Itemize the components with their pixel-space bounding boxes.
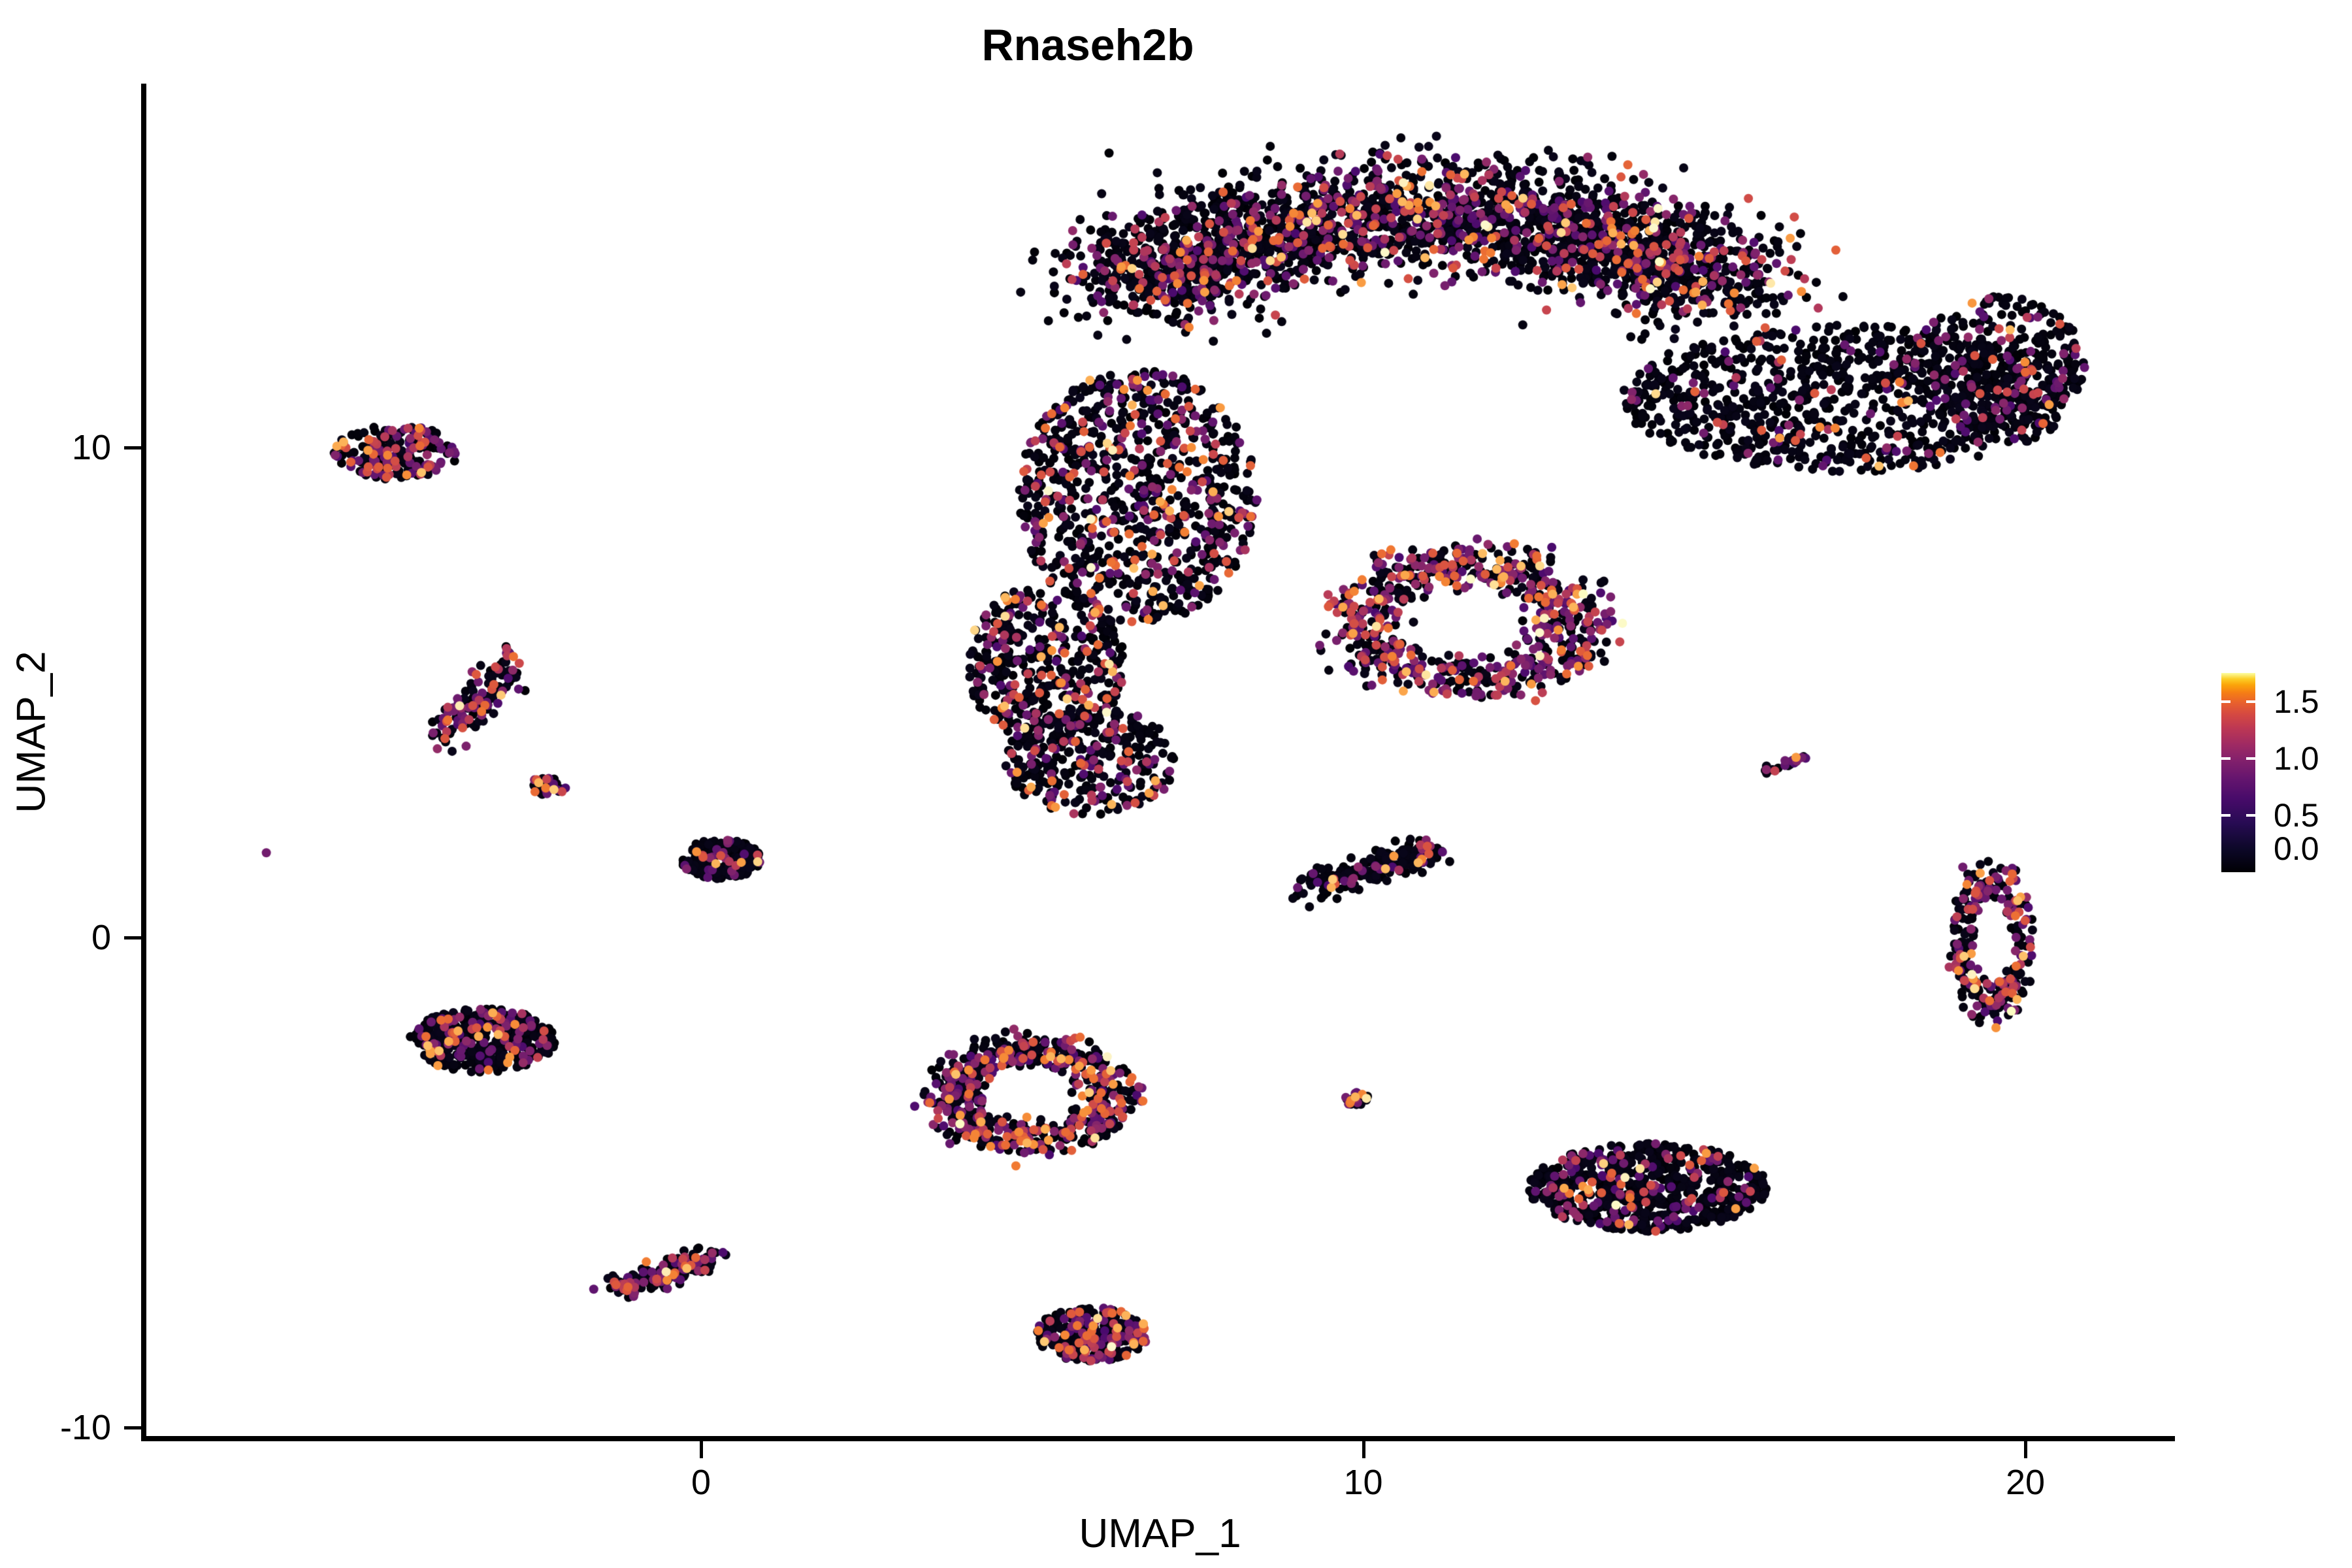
y-tick-neg10 — [124, 1426, 141, 1429]
x-tick-20 — [2024, 1441, 2027, 1458]
colorbar-label-0-0: 0.0 — [2274, 830, 2319, 867]
scatter-canvas — [145, 84, 2175, 1439]
colorbar-label-1-0: 1.0 — [2274, 740, 2319, 777]
colorbar-gradient — [2221, 673, 2255, 872]
x-ticklabel-0: 0 — [691, 1463, 711, 1502]
colorbar-tick-1-0-right — [2246, 757, 2255, 760]
x-ticklabel-10: 10 — [1343, 1463, 1383, 1502]
x-ticklabel-20: 20 — [2005, 1463, 2046, 1502]
page-title: Rnaseh2b — [981, 20, 1194, 70]
y-tick-0 — [124, 936, 141, 939]
y-ticklabel-10: 10 — [71, 428, 111, 467]
x-axis-line — [141, 1436, 2175, 1441]
colorbar-tick-1-5-right — [2246, 700, 2255, 703]
y-tick-10 — [124, 446, 141, 449]
colorbar-tick-0-5-left — [2221, 813, 2230, 817]
y-axis-label: UMAP_2 — [8, 651, 54, 813]
colorbar-label-0-5: 0.5 — [2274, 796, 2319, 834]
x-tick-10 — [1362, 1441, 1365, 1458]
colorbar-tick-1-5-left — [2221, 700, 2230, 703]
colorbar-tick-0-5-right — [2246, 813, 2255, 817]
x-axis-label: UMAP_1 — [1079, 1511, 1241, 1556]
colorbar-tick-1-0-left — [2221, 757, 2230, 760]
colorbar-legend: 1.5 1.0 0.5 0.0 — [2221, 673, 2339, 875]
y-ticklabel-0: 0 — [91, 918, 111, 957]
y-axis-line — [141, 84, 146, 1441]
colorbar-label-1-5: 1.5 — [2274, 683, 2319, 720]
y-ticklabel-neg10: -10 — [59, 1408, 111, 1447]
x-tick-0 — [700, 1441, 703, 1458]
